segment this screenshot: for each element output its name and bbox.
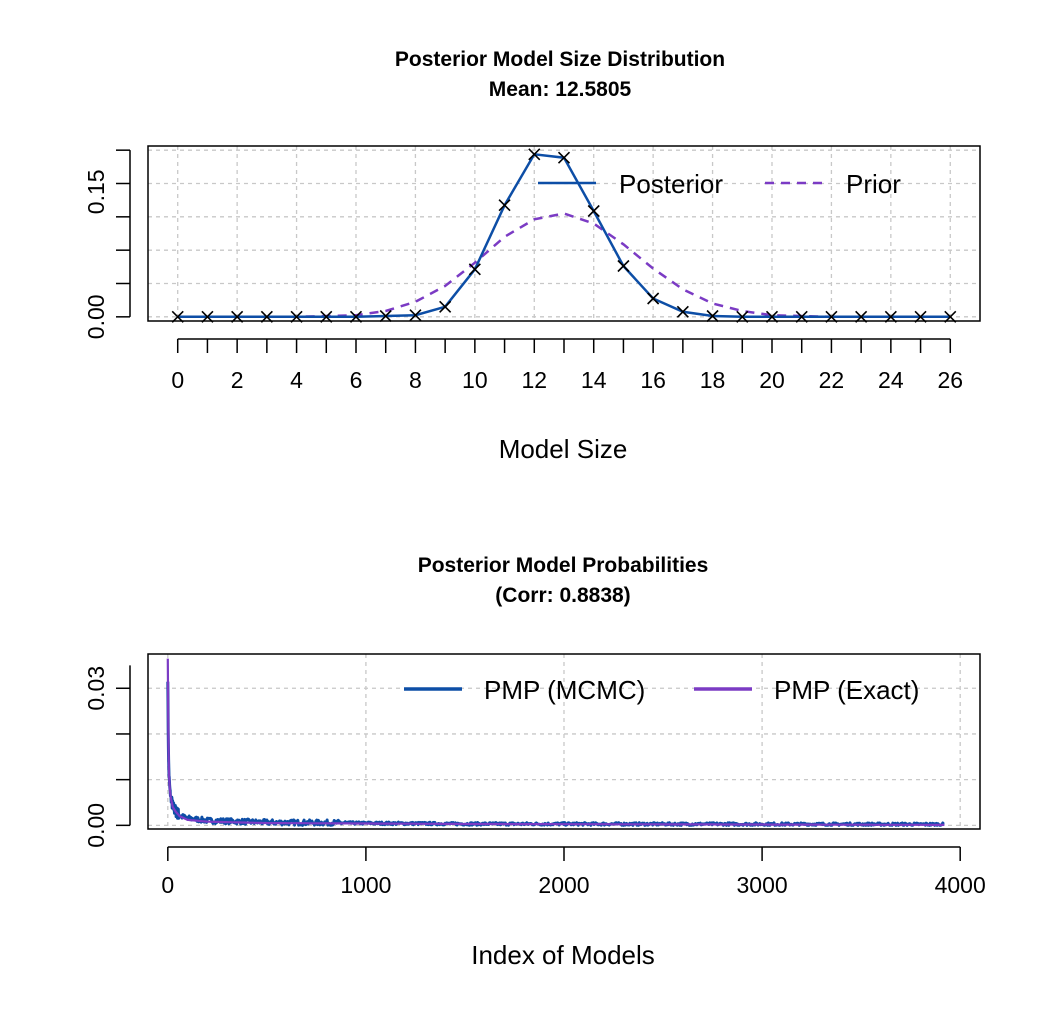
chart2-plot-box [147,653,981,830]
chart2-x-label: Index of Models [471,940,655,970]
pmp-exact-line [166,658,945,826]
chart1-x-tick-label: 12 [521,367,547,393]
posterior-point-stroke [557,151,571,164]
chart1-plot-box [147,145,981,322]
posterior-line [177,152,951,319]
chart1-x-tick-label: 24 [878,367,904,393]
pmp-chart: Posterior Model Probabilities (Corr: 0.8… [83,554,986,970]
chart1-x-tick-label: 26 [937,367,963,393]
chart1-x-tick-label: 14 [581,367,607,393]
chart1-title: Posterior Model Size Distribution [395,48,725,71]
posterior-point [528,148,541,161]
chart1-x-tick-label: 22 [819,367,845,393]
chart1-x-tick-label: 6 [350,367,363,393]
chart2-subtitle: (Corr: 0.8838) [495,584,630,607]
chart1-x-tick-label: 0 [171,367,184,393]
posterior-point [706,309,719,323]
chart2-y-tick-label: 0.00 [83,803,109,848]
chart2-y-tick-label: 0.03 [83,666,109,711]
posterior-point-stroke [528,148,541,161]
chart2-x-tick-label: 1000 [340,872,391,898]
chart2-x-tick-label: 2000 [538,872,589,898]
chart1-y-tick-label: 0.15 [83,169,109,214]
posterior-point [587,204,600,218]
chart1-x-label: Model Size [499,434,628,464]
chart1-x-tick-label: 18 [700,367,726,393]
posterior-point-stroke [587,204,600,218]
posterior-point [498,199,511,212]
posterior-point-stroke [617,259,630,273]
chart1-x-tick-label: 2 [231,367,244,393]
chart2-x-tick-label: 4000 [935,872,986,898]
chart1-x-tick-label: 4 [290,367,303,393]
posterior-point [379,309,392,323]
prior-line [177,212,951,319]
posterior-point-stroke [468,263,481,276]
posterior-point [676,305,689,318]
chart1-x-tick-label: 20 [759,367,785,393]
posterior-point-stroke [676,305,689,318]
posterior-point [647,292,660,305]
chart2-title: Posterior Model Probabilities [418,554,709,577]
posterior-point [617,259,630,273]
posterior-point-stroke [439,300,452,313]
legend-label-pmp-exact: PMP (Exact) [774,675,919,705]
legend-label-prior: Prior [846,169,901,199]
legend-label-pmp-mcmc: PMP (MCMC) [484,675,645,705]
posterior-point-stroke [409,309,422,322]
chart2-x-tick-label: 3000 [737,872,788,898]
posterior-point [468,263,481,276]
posterior-point [409,309,422,322]
posterior-point-stroke [647,292,660,305]
chart1-y-tick-label: 0.00 [83,294,109,339]
model-size-chart: Posterior Model Size Distribution Mean: … [83,48,981,464]
chart2-x-tick-label: 0 [161,872,174,898]
chart1-x-tick-label: 8 [409,367,422,393]
chart1-subtitle: Mean: 12.5805 [489,78,632,101]
posterior-point-stroke [706,309,719,323]
posterior-point-stroke [498,199,511,212]
chart1-legend: Posterior Prior [538,169,901,199]
posterior-point [439,300,452,313]
chart1-x-tick-label: 16 [640,367,666,393]
posterior-point-stroke [379,309,392,323]
posterior-point [557,151,571,164]
chart1-x-tick-label: 10 [462,367,488,393]
legend-label-posterior: Posterior [619,169,723,199]
chart2-legend: PMP (MCMC) PMP (Exact) [404,675,919,705]
